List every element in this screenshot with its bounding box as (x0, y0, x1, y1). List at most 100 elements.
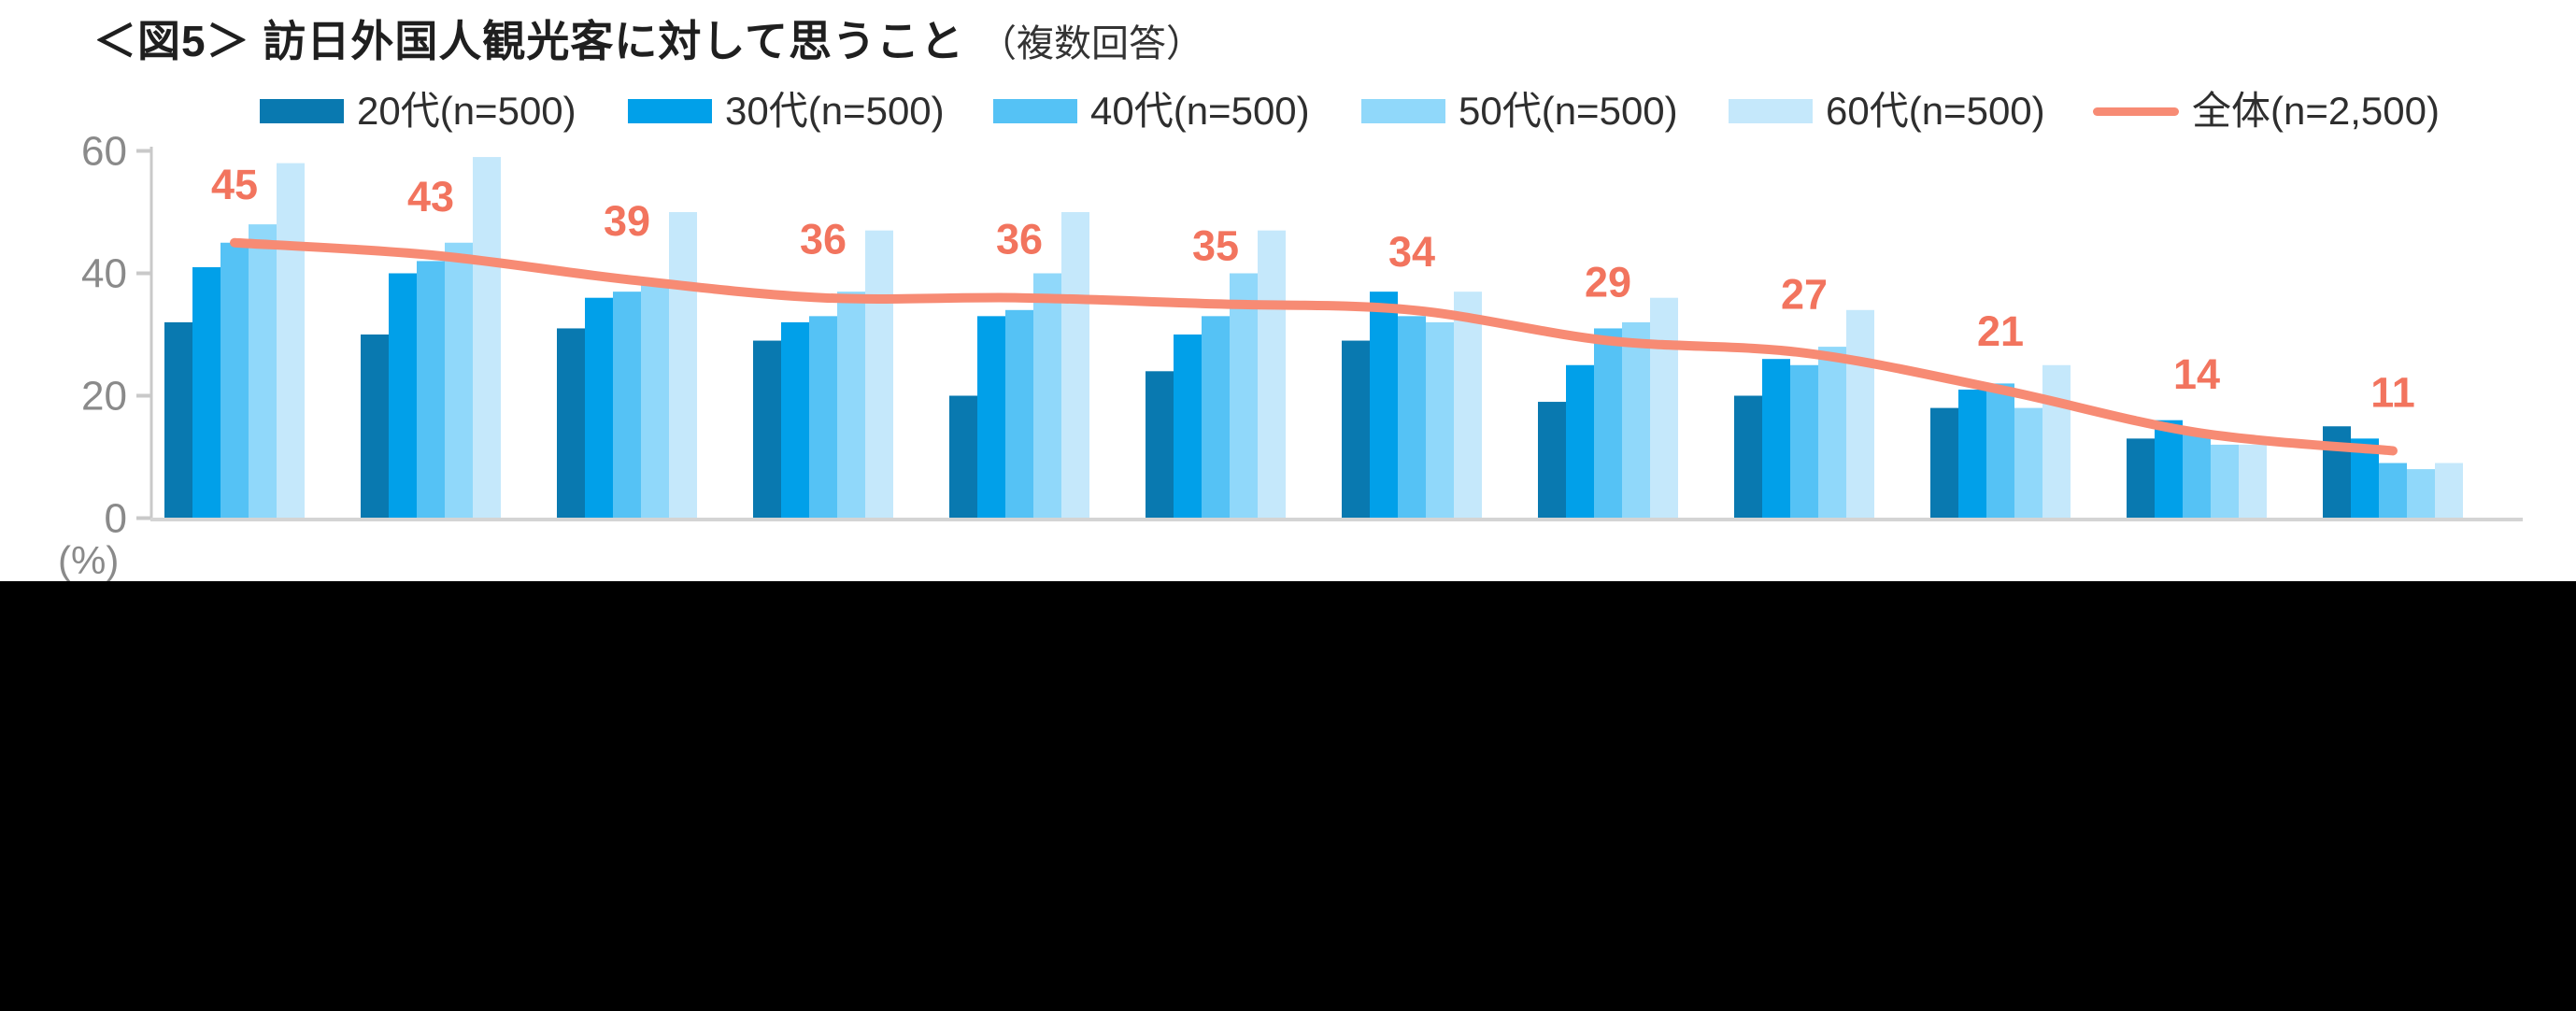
data-label: 36 (996, 216, 1043, 263)
chart-legend: 20代(n=500) 30代(n=500) 40代(n=500) 50代(n=5… (0, 0, 2576, 159)
data-label: 29 (1585, 259, 1631, 306)
bar (2407, 469, 2435, 519)
bar (1790, 364, 1818, 519)
bar (2183, 432, 2211, 519)
legend-item-50s: 50代(n=500) (1361, 89, 1678, 133)
legend-swatch-50s (1361, 99, 1445, 124)
bar (277, 163, 305, 519)
legend-label-50s: 50代(n=500) (1459, 89, 1678, 133)
bar (2435, 463, 2463, 519)
legend-swatch-20s (260, 99, 344, 124)
bar (445, 242, 473, 519)
bar (1005, 309, 1033, 519)
bar (1762, 359, 1790, 519)
legend-label-30s: 30代(n=500) (725, 89, 945, 133)
bar (1734, 395, 1762, 519)
legend-item-total: 全体(n=2,500) (2093, 89, 2440, 133)
data-label: 11 (2370, 368, 2415, 416)
y-axis-tick-label: 60 (81, 129, 127, 175)
legend-label-40s: 40代(n=500) (1090, 89, 1310, 133)
total-line (230, 237, 2398, 456)
bar (1650, 297, 1678, 519)
bar (164, 321, 192, 519)
bar (585, 297, 613, 519)
bar (1594, 328, 1622, 519)
bar (669, 212, 697, 519)
legend-item-60s: 60代(n=500) (1729, 89, 2045, 133)
bar (2323, 426, 2351, 519)
data-label: 35 (1192, 221, 1239, 269)
bar (781, 321, 809, 519)
bar (2379, 463, 2407, 519)
bar (1174, 335, 1202, 519)
bar (192, 266, 221, 519)
data-label: 43 (407, 173, 454, 221)
bar (417, 261, 445, 519)
y-axis-unit-label: (%) (58, 538, 119, 582)
legend-swatch-60s (1729, 99, 1813, 124)
data-label: 34 (1388, 228, 1435, 276)
bar (977, 316, 1005, 519)
legend-swatch-40s (993, 99, 1077, 124)
legend-item-40s: 40代(n=500) (993, 89, 1310, 133)
bar (1930, 407, 1958, 519)
chart-title-row: ＜図5＞ 訪日外国人観光客に対して思うこと （複数回答） (93, 7, 1203, 69)
bar (865, 230, 893, 519)
legend-label-total: 全体(n=2,500) (2192, 89, 2440, 133)
bar (1370, 292, 1398, 519)
bar (1398, 316, 1426, 519)
y-axis-tick-label: 40 (81, 251, 127, 297)
data-label: 36 (800, 216, 847, 263)
bar (1426, 321, 1454, 519)
bar (1061, 212, 1089, 519)
legend-label-60s: 60代(n=500) (1826, 89, 2045, 133)
data-label: 14 (2173, 350, 2220, 398)
bar (389, 273, 417, 519)
legend-item-30s: 30代(n=500) (628, 89, 945, 133)
bar (557, 328, 585, 519)
legend-line-swatch-total (2093, 107, 2179, 116)
bar (221, 242, 249, 519)
data-label: 27 (1781, 271, 1828, 319)
data-label: 39 (604, 197, 650, 245)
bottom-black-region (0, 581, 2576, 1011)
bar (1146, 371, 1174, 519)
bar (1033, 273, 1061, 519)
bar (473, 157, 501, 519)
legend-label-20s: 20代(n=500) (357, 89, 576, 133)
bar (1454, 292, 1482, 519)
bar (613, 292, 641, 519)
bar (2239, 444, 2267, 519)
bar (1230, 273, 1258, 519)
legend-item-20s: 20代(n=500) (260, 89, 576, 133)
bar (1846, 309, 1874, 519)
bar (361, 335, 389, 519)
bar (1986, 383, 2014, 519)
y-axis-tick-label: 0 (105, 496, 127, 542)
bar (1202, 316, 1230, 519)
bar (2042, 364, 2071, 519)
bar (1958, 389, 1986, 519)
bar (641, 279, 669, 519)
data-label: 21 (1977, 307, 2024, 355)
legend-swatch-30s (628, 99, 712, 124)
bar (249, 224, 277, 519)
chart-title-note: （複数回答） (978, 23, 1203, 64)
bar (837, 292, 865, 519)
bar (1622, 321, 1650, 519)
bar (1566, 364, 1594, 519)
data-label: 45 (211, 161, 258, 208)
bar (1342, 340, 1370, 519)
bar (1538, 402, 1566, 519)
bar (809, 316, 837, 519)
bar (949, 395, 977, 519)
bar (2014, 407, 2042, 519)
bar (2155, 420, 2183, 519)
bar (1818, 347, 1846, 519)
bar (1258, 230, 1286, 519)
y-axis-tick-label: 20 (81, 374, 127, 420)
bar (753, 340, 781, 519)
bar (2127, 438, 2155, 519)
chart-title: ＜図5＞ 訪日外国人観光客に対して思うこと (93, 17, 964, 65)
